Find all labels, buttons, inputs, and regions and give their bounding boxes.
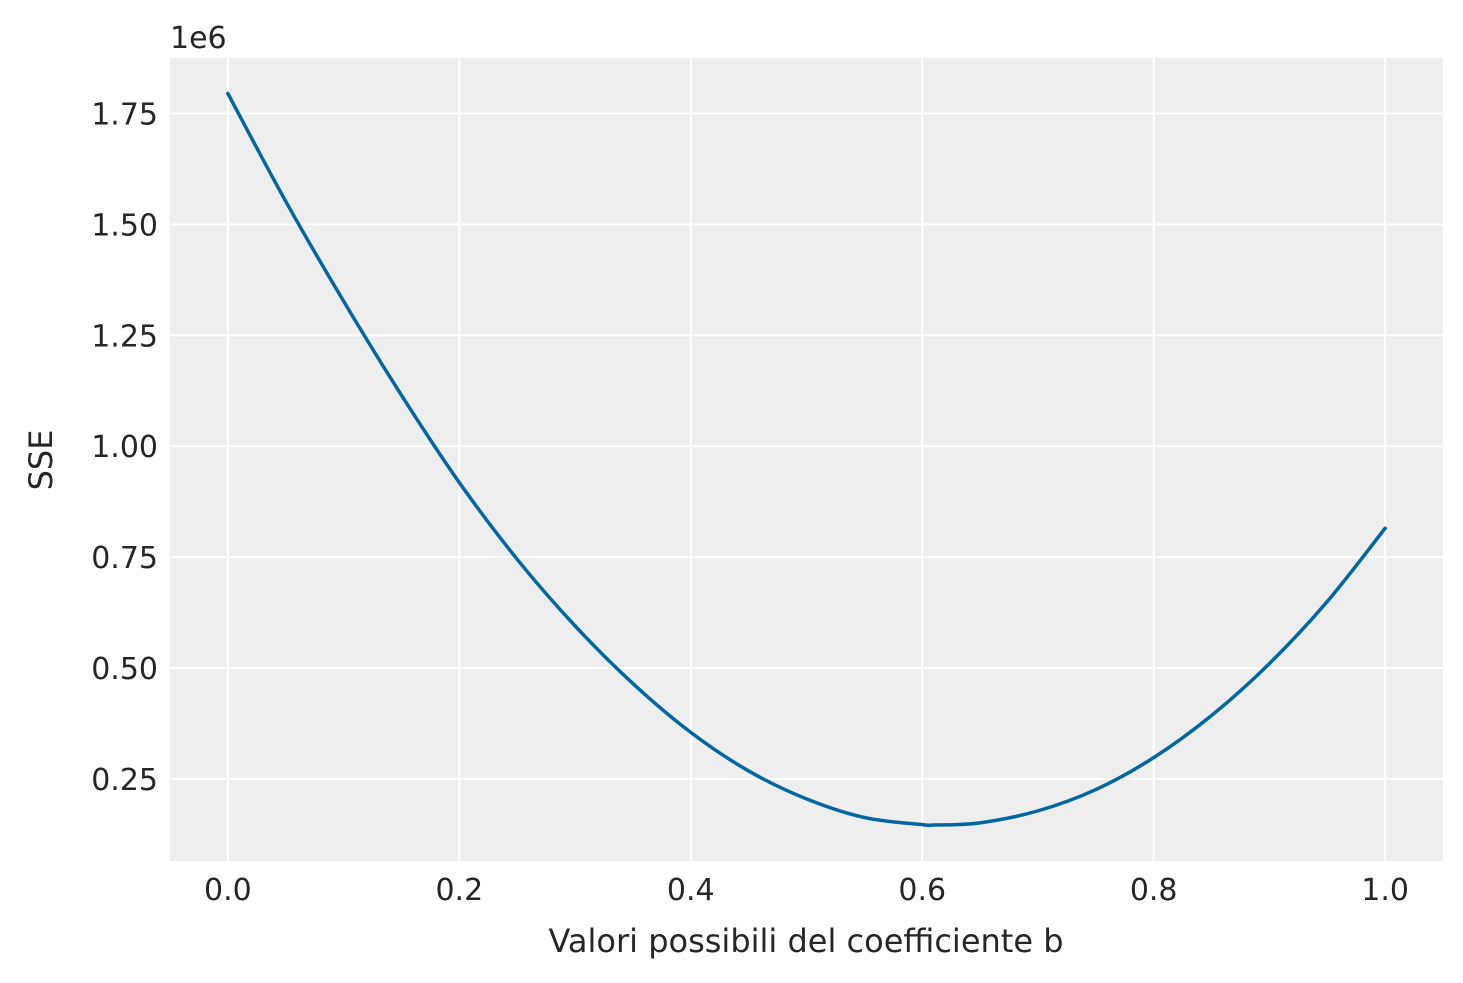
x-tick-label: 0.0	[204, 873, 252, 908]
y-offset-label: 1e6	[170, 21, 227, 56]
y-axis-title: SSE	[22, 430, 60, 491]
plot-background	[170, 58, 1443, 861]
y-tick-labels: 0.25 0.50 0.75 1.00 1.25 1.50 1.75	[91, 97, 158, 797]
x-gridlines	[226, 58, 1387, 861]
x-tick-label: 1.0	[1361, 873, 1409, 908]
y-tick-label: 0.25	[91, 763, 158, 798]
y-tick-label: 1.25	[91, 319, 158, 354]
x-tick-label: 0.4	[667, 873, 715, 908]
x-tick-labels: 0.0 0.2 0.4 0.6 0.8 1.0	[204, 873, 1409, 908]
y-tick-label: 1.75	[91, 97, 158, 132]
y-tick-label: 0.50	[91, 652, 158, 687]
x-tick-label: 0.8	[1130, 873, 1178, 908]
y-tick-label: 0.75	[91, 541, 158, 576]
y-tick-label: 1.50	[91, 208, 158, 243]
y-tick-label: 1.00	[91, 430, 158, 465]
x-tick-label: 0.6	[898, 873, 946, 908]
sse-curve	[226, 91, 1387, 828]
x-tick-label: 0.2	[435, 873, 483, 908]
x-axis-title: Valori possibili del coefficiente b	[548, 922, 1063, 960]
y-gridlines	[170, 112, 1443, 780]
